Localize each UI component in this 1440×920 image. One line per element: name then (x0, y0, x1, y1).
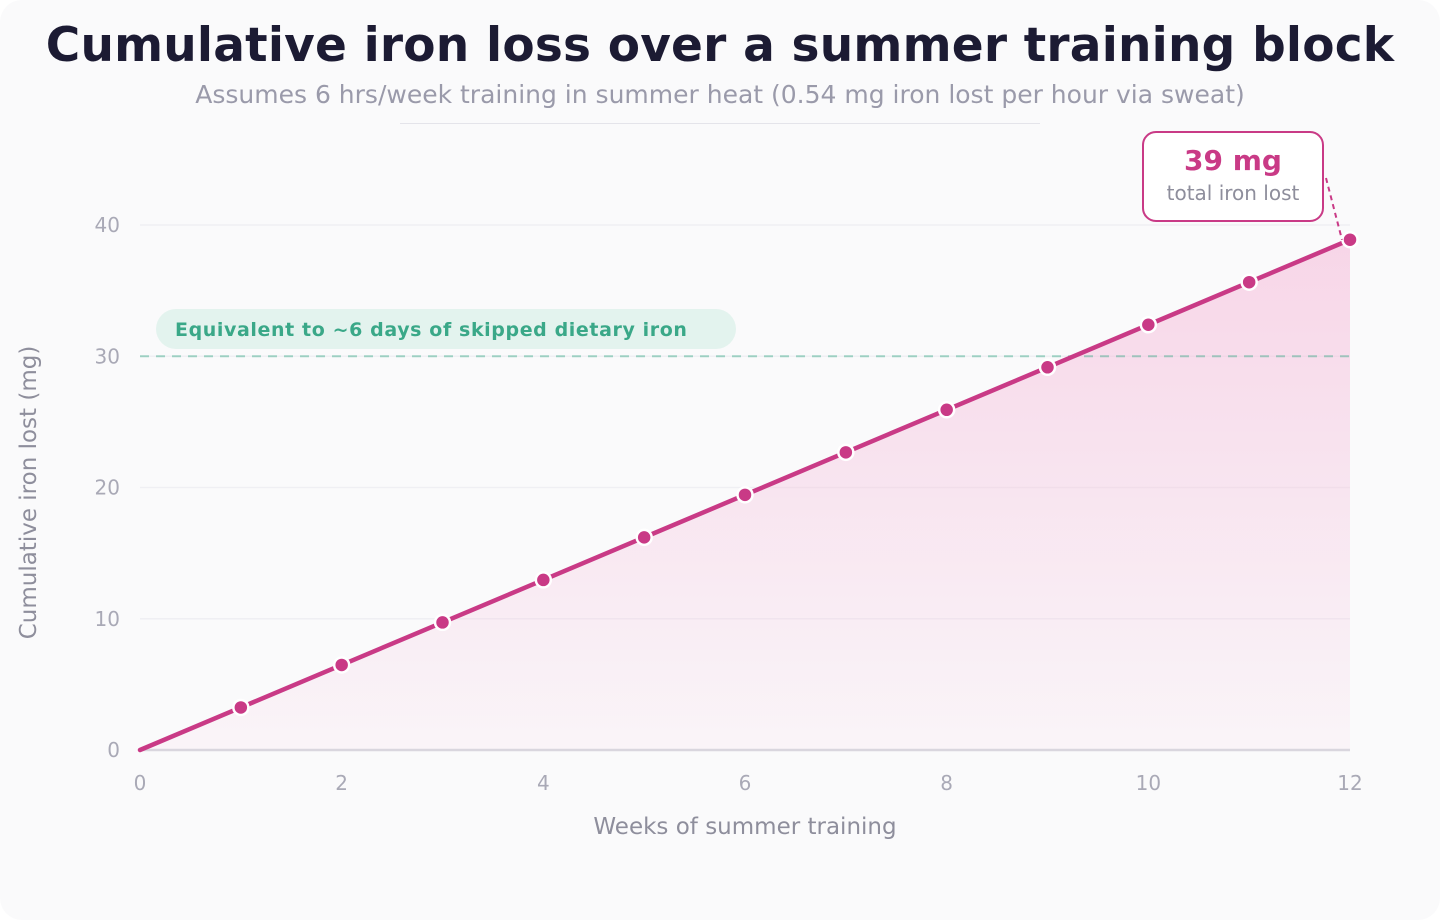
data-point-week-11 (1240, 273, 1258, 291)
data-point-week-12 (1341, 230, 1359, 249)
y-tick-label-30: 30 (95, 344, 120, 368)
data-points (232, 230, 1359, 717)
axes: 0 10 20 30 40 0 2 4 6 8 10 12 Weeks of summer traini… (16, 213, 1363, 840)
x-tick-label-0: 0 (134, 771, 147, 795)
data-point-week-7 (837, 443, 855, 462)
reference-line-group: Equivalent to ~6 days of skipped dietary… (140, 309, 1350, 358)
total-callout: 39 mg total iron lost (1142, 131, 1324, 222)
x-tick-label-2: 2 (335, 771, 348, 795)
data-point-week-5 (635, 528, 653, 547)
reference-label: Equivalent to ~6 days of skipped dietary… (175, 319, 688, 341)
callout-connector (1325, 177, 1343, 240)
title-divider (400, 123, 1040, 124)
y-tick-label-20: 20 (95, 476, 120, 500)
data-point-week-4 (534, 571, 553, 589)
data-point-week-8 (937, 401, 956, 419)
data-point-week-9 (1038, 358, 1057, 377)
y-tick-label-10: 10 (95, 607, 120, 631)
chart-title: Cumulative iron loss over a summer train… (45, 18, 1395, 73)
x-tick-label-12: 12 (1337, 771, 1362, 795)
x-axis-title: Weeks of summer training (593, 814, 896, 840)
chart-subtitle: Assumes 6 hrs/week training in summer he… (195, 80, 1245, 109)
y-tick-label-40: 40 (95, 213, 120, 237)
x-tick-label-4: 4 (537, 771, 550, 795)
y-axis-title: Cumulative iron lost (mg) (16, 346, 42, 640)
y-tick-label-0: 0 (107, 738, 120, 762)
x-tick-label-10: 10 (1136, 771, 1161, 795)
data-point-week-2 (332, 656, 351, 674)
callout-label: total iron lost (1166, 181, 1300, 205)
x-tick-label-6: 6 (739, 771, 752, 795)
callout-value: 39 mg (1184, 144, 1282, 177)
x-tick-label-8: 8 (940, 771, 953, 795)
reference-label-pill (156, 309, 736, 349)
data-point-week-3 (433, 613, 452, 632)
data-point-week-6 (736, 486, 754, 504)
callout-connector-group (1325, 177, 1343, 240)
data-point-week-1 (232, 698, 250, 717)
data-point-week-10 (1139, 316, 1158, 334)
